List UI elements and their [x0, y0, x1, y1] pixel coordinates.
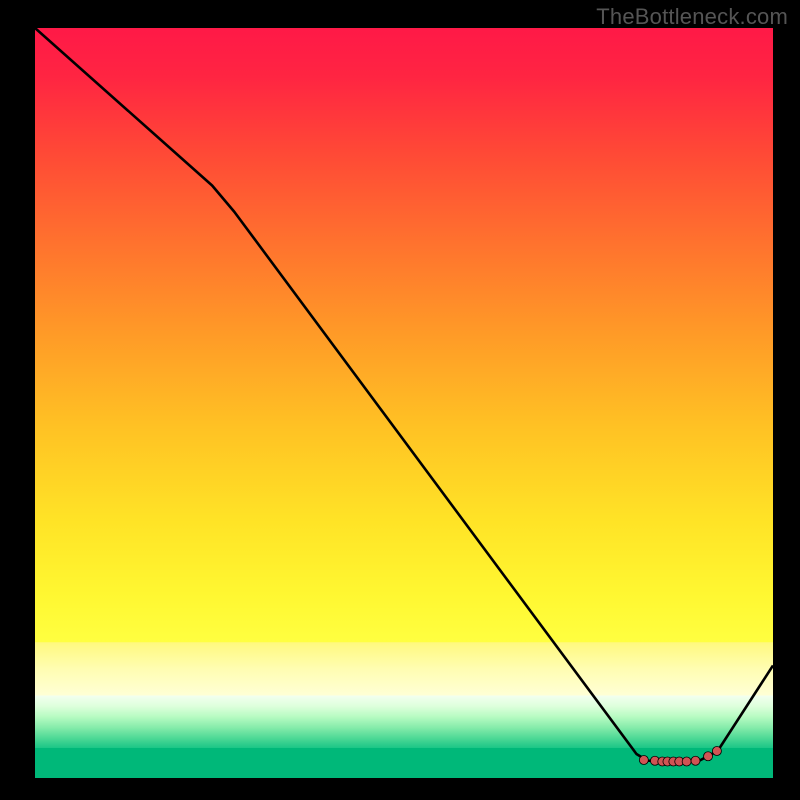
series-marker	[639, 756, 648, 765]
gradient-band	[35, 28, 773, 643]
series-marker	[712, 747, 721, 756]
chart-plot-area	[35, 28, 773, 778]
attribution-text: TheBottleneck.com	[596, 4, 788, 30]
chart-svg	[35, 28, 773, 778]
series-marker	[691, 756, 700, 765]
series-marker	[704, 752, 713, 761]
gradient-band	[35, 642, 773, 696]
gradient-band	[35, 696, 773, 749]
series-marker	[682, 757, 691, 766]
